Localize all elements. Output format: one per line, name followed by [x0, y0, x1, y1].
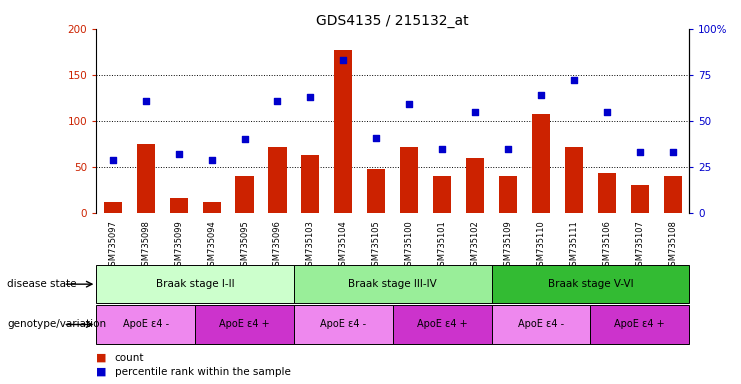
Text: ■: ■ [96, 366, 107, 377]
Point [535, 92, 547, 98]
Bar [195, 305, 294, 344]
Bar [294, 265, 491, 303]
Point [337, 57, 349, 63]
Text: ApoE ε4 +: ApoE ε4 + [219, 319, 270, 329]
Bar [400, 147, 418, 213]
Point [239, 136, 250, 142]
Text: Braak stage V-VI: Braak stage V-VI [548, 279, 633, 289]
Text: ApoE ε4 -: ApoE ε4 - [320, 319, 366, 329]
Point [305, 94, 316, 100]
Text: count: count [115, 353, 144, 363]
Text: ApoE ε4 +: ApoE ε4 + [417, 319, 468, 329]
Bar [334, 50, 353, 213]
Bar [631, 185, 649, 213]
Bar [393, 305, 491, 344]
Bar [104, 202, 122, 213]
Bar [598, 172, 616, 213]
Bar [268, 147, 287, 213]
Text: ApoE ε4 -: ApoE ε4 - [518, 319, 564, 329]
Bar [294, 305, 393, 344]
Bar [368, 169, 385, 213]
Text: ■: ■ [96, 353, 107, 363]
Text: percentile rank within the sample: percentile rank within the sample [115, 366, 290, 377]
Point [568, 77, 579, 83]
Bar [591, 305, 689, 344]
Point [469, 109, 481, 115]
Bar [491, 265, 689, 303]
Bar [302, 155, 319, 213]
Bar [136, 144, 155, 213]
Point [173, 151, 185, 157]
Point [601, 109, 613, 115]
Point [206, 157, 218, 163]
Point [271, 98, 283, 104]
Bar [96, 265, 294, 303]
Bar [466, 158, 484, 213]
Point [634, 149, 645, 156]
Bar [532, 114, 550, 213]
Point [502, 146, 514, 152]
Bar [236, 176, 253, 213]
Bar [433, 176, 451, 213]
Point [370, 134, 382, 141]
Text: Braak stage III-IV: Braak stage III-IV [348, 279, 437, 289]
Text: ApoE ε4 -: ApoE ε4 - [123, 319, 169, 329]
Title: GDS4135 / 215132_at: GDS4135 / 215132_at [316, 14, 469, 28]
Point [140, 98, 152, 104]
Text: Braak stage I-II: Braak stage I-II [156, 279, 234, 289]
Point [107, 157, 119, 163]
Bar [565, 147, 583, 213]
Bar [202, 202, 221, 213]
Bar [491, 305, 591, 344]
Text: disease state: disease state [7, 279, 77, 289]
Text: genotype/variation: genotype/variation [7, 319, 107, 329]
Point [667, 149, 679, 156]
Text: ApoE ε4 +: ApoE ε4 + [614, 319, 665, 329]
Point [436, 146, 448, 152]
Bar [96, 305, 195, 344]
Point [403, 101, 415, 108]
Bar [664, 176, 682, 213]
Bar [170, 199, 187, 213]
Bar [499, 176, 517, 213]
